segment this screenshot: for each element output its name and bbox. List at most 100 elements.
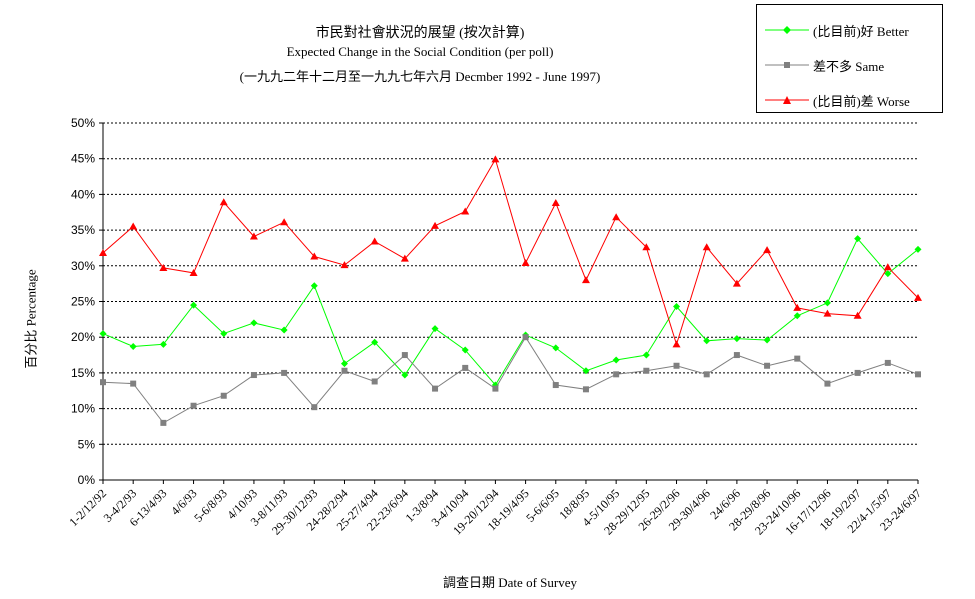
data-point-better [371,338,379,346]
data-point-worse [249,232,258,240]
legend-item-better: (比目前)好 Better [757,19,942,41]
data-point-worse [189,268,198,276]
chart-subtitle: Expected Change in the Social Condition … [286,44,554,59]
data-point-worse [431,221,440,229]
data-point-worse [461,207,470,215]
data-point-same [613,371,620,378]
data-point-worse [99,248,107,256]
data-point-better [763,336,771,344]
data-point-better [793,312,801,320]
legend-item-same: 差不多 Same [757,54,942,76]
data-point-same [854,369,861,376]
data-point-same [250,372,257,379]
y-tick-label: 50% [71,116,95,130]
legend-swatch-same [765,62,809,68]
data-point-same [160,419,167,426]
data-point-worse [763,246,772,254]
data-point-better [280,326,288,334]
x-tick-label: 1-2/12/92 [66,486,109,529]
data-point-same [281,369,288,376]
chart-date-range: (一九九二年十二月至一九九七年六月 Decmber 1992 - June 19… [239,69,601,84]
series-same [100,334,921,426]
y-tick-label: 40% [71,187,95,201]
legend-swatch-worse [765,96,809,104]
legend-label-same: 差不多 Same [813,59,885,74]
data-point-better [884,270,892,278]
data-point-worse [129,222,138,230]
legend: (比目前)好 Better 差不多 Same (比目前)差 Worse [756,4,943,113]
data-point-better [733,335,741,343]
data-point-same [190,402,197,409]
data-point-better [340,360,348,368]
data-point-worse [551,198,560,206]
legend-item-worse: (比目前)差 Worse [757,89,942,111]
data-point-better [250,319,258,327]
chart-title: 市民對社會狀況的展望 (按次計算) [315,26,525,41]
data-point-same [824,380,831,387]
y-tick-label: 20% [71,330,95,344]
series-better [99,235,922,389]
y-tick-label: 5% [78,437,96,451]
data-point-same [401,352,408,359]
data-point-worse [340,261,349,269]
legend-swatch-better [765,26,809,34]
data-point-better [190,301,198,309]
data-point-better [552,344,560,352]
y-tick-label: 35% [71,223,95,237]
data-point-worse [370,237,379,245]
y-tick-label: 15% [71,366,95,380]
data-point-same [703,371,710,378]
data-point-worse [853,311,862,319]
data-point-worse [219,198,228,206]
series-worse [99,155,922,348]
y-tick-label: 25% [71,295,95,309]
series-line-same [102,336,919,424]
data-point-better [220,330,228,338]
data-point-same [522,334,529,341]
data-point-better [642,351,650,359]
x-tick-label: 5-6/6/95 [523,486,562,525]
data-point-worse [280,218,289,226]
data-point-same [130,380,137,387]
data-point-better [914,245,922,253]
data-point-same [582,386,589,393]
legend-label-better: (比目前)好 Better [813,24,909,39]
data-point-worse [732,279,741,287]
data-point-same [643,367,650,374]
data-point-worse [914,293,922,301]
data-point-worse [883,263,892,271]
series-line-worse [102,158,919,346]
data-point-worse [159,263,168,271]
y-tick-label: 10% [71,402,95,416]
x-axis-label: 調查日期 Date of Survey [443,575,577,590]
data-point-better [99,330,107,338]
y-tick-label: 30% [71,259,95,273]
data-point-same [733,352,740,359]
data-point-better [159,340,167,348]
data-point-same [341,367,348,374]
data-point-same [311,404,318,411]
data-point-better [461,346,469,354]
data-point-same [552,382,559,389]
data-point-better [582,367,590,375]
y-axis-label: 百分比 Percentage [23,269,39,369]
data-point-better [703,337,711,345]
data-point-worse [521,258,530,266]
data-point-same [915,371,921,378]
data-point-better [823,299,831,307]
series-lines [99,155,922,426]
data-point-same [492,385,499,392]
data-point-worse [823,309,832,317]
data-point-worse [672,340,681,348]
x-tick-labels: 1-2/12/923-4/2/936-13/4/934/6/935-6/8/93… [66,486,924,537]
data-point-worse [612,213,621,221]
data-point-better [673,302,681,310]
data-point-worse [793,303,802,311]
data-point-same [764,362,771,369]
data-point-worse [581,276,590,284]
data-point-same [371,378,378,385]
series-line-better [102,237,919,386]
data-point-worse [400,254,409,262]
data-point-same [462,364,469,371]
